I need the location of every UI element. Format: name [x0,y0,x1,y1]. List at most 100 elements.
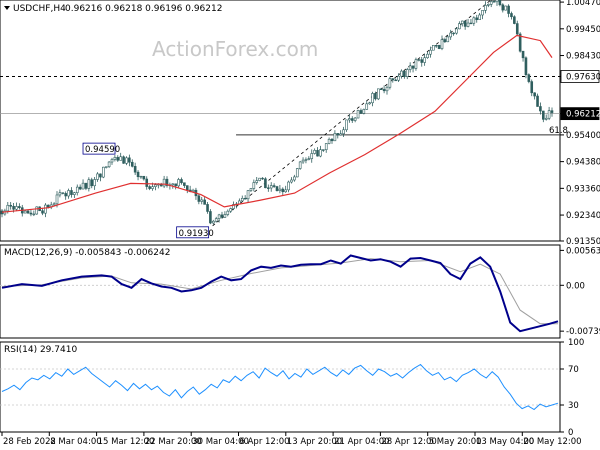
candle-body [345,119,348,131]
candle-body [443,39,447,43]
rsi-levels [0,368,560,406]
candle-body [29,212,33,215]
candle-body [44,204,47,214]
candle-body [452,32,455,35]
candle-body [463,20,467,27]
candle-body [417,59,421,61]
candle-body [130,161,134,167]
candle-body [209,211,212,224]
candle-body [388,78,392,88]
macd-main-line [1,254,559,333]
price-panel-frame [0,0,561,242]
candle-body [449,32,452,38]
candle-body [359,110,363,114]
time-tick-label: 21 Apr 04:00 [334,437,389,447]
dropdown-arrow-icon[interactable] [4,6,10,10]
price-tick-label: 1.00470 [566,0,600,8]
candle-body [350,118,354,121]
candle-body [481,10,484,16]
time-tick-label: 28 Apr 12:00 [381,437,436,447]
candle-body [420,59,424,63]
candle-body [290,179,293,183]
candle-body [472,17,476,24]
candle-body [15,206,18,210]
candle-body [515,23,519,35]
candle-body [81,182,85,190]
price-label-text: 0.91930 [179,229,214,239]
candle-body [489,1,493,5]
candle-body [458,23,461,30]
candle-body [382,89,386,92]
candle-body [400,70,403,77]
candle-body [174,183,177,187]
candle-body [278,188,282,191]
candle-body [414,59,418,69]
candle-body [429,49,432,55]
candle-body [269,185,273,189]
candle-body [136,171,140,178]
candle-body [310,153,314,159]
candle-body [475,17,479,20]
candle-body [371,93,374,104]
candle-body [379,88,383,90]
candle-body [67,190,70,197]
chart-header: USDCHF,H4 0.96216 0.96218 0.96196 0.9621… [4,4,222,14]
candle-body [484,5,487,11]
candle-body [180,179,183,184]
macd-title: MACD(12,26,9) -0.005843 -0.006242 [4,248,170,258]
candle-body [530,81,534,94]
candle-body [322,149,325,151]
candle-body [501,4,505,11]
candle-body [122,156,125,164]
time-tick-label: 6 Apr 12:00 [240,437,290,447]
candle-body [330,138,334,142]
time-tick-label: 22 Mar 20:00 [145,437,202,447]
candle-body [339,133,342,136]
candle-body [507,5,510,14]
macd-tick-label: -0.007395 [566,327,600,337]
price-tick-label: 0.94380 [566,158,600,168]
candle-body [460,20,464,24]
candle-body [411,65,415,69]
candle-body [353,117,357,121]
candle-body [142,175,146,180]
candle-body [203,199,206,205]
candle-body [446,36,450,43]
candle-body [324,143,328,150]
price-tick-label: 0.99450 [566,25,600,35]
candle-body [521,50,525,59]
candle-body [226,210,230,215]
macd-tick-label: 0.00 [566,281,585,291]
candle-body [455,28,458,34]
watermark: ActionForex.com [152,37,318,61]
candle-body [102,166,105,178]
price-candles [0,0,554,225]
candle-body [518,33,522,52]
candle-body [151,186,154,189]
candle-body [119,156,122,161]
candle-body [90,179,94,187]
candle-body [110,159,114,163]
candle-body [368,102,371,105]
candle-body [356,110,360,119]
candle-body [377,88,380,100]
price-tick-label: 0.97630 [566,72,600,82]
candle-body [35,206,39,215]
candle-body [197,195,201,202]
trend-line [212,0,492,227]
candle-body [539,106,542,112]
candle-body [295,168,299,178]
candle-body [125,157,128,164]
candle-body [466,22,470,27]
candle-body [171,183,175,186]
candle-body [316,150,319,157]
price-tick-label: 0.95400 [566,131,600,141]
candle-body [327,138,331,144]
rsi-y-axis: 100 70 30 0 [560,338,584,438]
candle-body [75,186,79,193]
candle-body [495,0,499,3]
candle-body [478,14,481,20]
